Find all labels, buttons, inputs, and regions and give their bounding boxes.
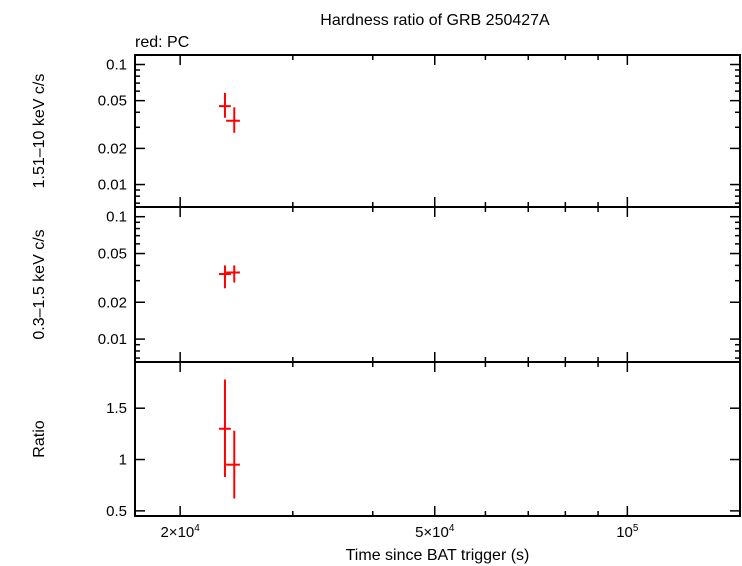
x-tick-label: 2×104 (160, 523, 200, 541)
data-point (226, 107, 240, 133)
data-point (218, 92, 231, 118)
y-tick-label: 0.02 (98, 294, 127, 311)
panel-frame (134, 361, 741, 517)
x-axis-label: Time since BAT trigger (s) (346, 547, 530, 564)
y-tick-label: 0.02 (98, 140, 127, 157)
y-axis-label: 0.3–1.5 keV c/s (31, 229, 48, 339)
y-tick-label: 0.1 (106, 57, 127, 74)
chart-title: Hardness ratio of GRB 250427A (320, 12, 550, 29)
panel-top: 0.01 0.02 0.05 0.1 1.51–10 keV c/s (31, 54, 741, 208)
y-tick-label: 1.5 (106, 400, 127, 417)
panel-frame (134, 54, 741, 208)
panel-middle: 0.01 0.02 0.05 0.1 0.3–1.5 keV c/s (31, 206, 741, 363)
x-tick-label: 105 (616, 523, 639, 541)
y-tick-label: 0.05 (98, 93, 127, 110)
y-tick-label: 0.5 (106, 503, 127, 520)
data-point (218, 265, 231, 289)
data-point (226, 430, 240, 499)
y-axis-label: 1.51–10 keV c/s (31, 74, 48, 189)
y-tick-label: 0.01 (98, 331, 127, 348)
y-axis-label: Ratio (31, 420, 48, 457)
legend-label: red: PC (135, 34, 189, 51)
chart-panels: 0.010.020.050.11.51–10 keV c/s0.010.020.… (31, 54, 741, 564)
y-tick-label: 1 (119, 452, 127, 469)
panel-bottom: 0.5 1 1.5 Ratio 2×104 5×104 105 Time since BAT … (31, 361, 741, 564)
y-tick-label: 0.01 (98, 177, 127, 194)
y-tick-label: 0.1 (106, 209, 127, 226)
y-tick-label: 0.05 (98, 246, 127, 263)
data-point (218, 379, 231, 477)
data-point (226, 265, 240, 283)
x-tick-label: 5×104 (415, 523, 455, 541)
